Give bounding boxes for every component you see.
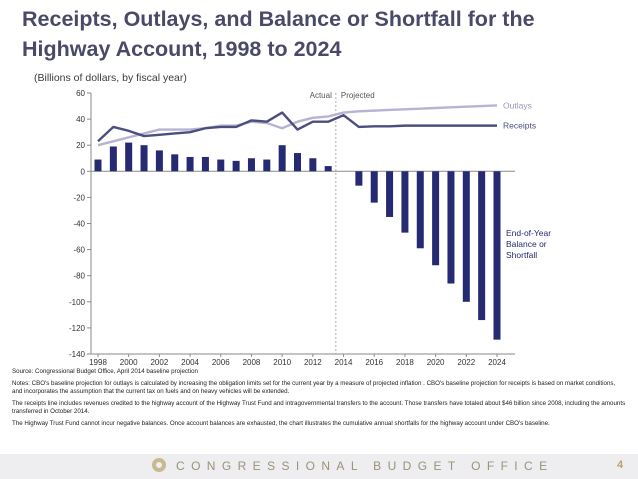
balance-bar-2019 — [416, 171, 424, 249]
x-tick-label: 2000 — [120, 358, 138, 367]
footer-bar — [0, 454, 638, 479]
x-tick-label: 2002 — [150, 358, 168, 367]
balance-bar-2003 — [171, 154, 179, 172]
y-tick-label: 20 — [76, 141, 85, 150]
balance-bar-2006 — [217, 159, 225, 172]
balance-bar-2012 — [309, 158, 317, 172]
y-tick-label: 40 — [76, 115, 85, 124]
x-tick-label: 2024 — [488, 358, 506, 367]
balance-bar-2023 — [478, 171, 486, 321]
x-tick-label: 2012 — [304, 358, 322, 367]
balance-bar-2017 — [386, 171, 394, 217]
balance-bar-2008 — [247, 158, 255, 172]
balance-bar-1999 — [109, 146, 117, 172]
y-tick-label: -20 — [73, 193, 85, 202]
chart-labels: Actual Projected Outlays Receipts End-of-Yea… — [310, 91, 552, 260]
actual-label: Actual — [310, 91, 332, 100]
chart-subtitle: (Billions of dollars, by fiscal year) — [34, 72, 187, 84]
balance-series-label-line: Shortfall — [506, 250, 537, 260]
x-tick-label: 1998 — [89, 358, 107, 367]
cbo-logo-icon — [152, 458, 166, 472]
balance-bar-2022 — [462, 171, 470, 302]
x-tick-label: 2008 — [243, 358, 261, 367]
y-tick-label: -80 — [73, 272, 85, 281]
x-tick-label: 2004 — [181, 358, 199, 367]
page-number: 4 — [617, 459, 624, 471]
balance-bar-2024 — [493, 171, 501, 340]
source-note: Source: Congressional Budget Office, Apr… — [12, 368, 198, 375]
y-tick-label: -40 — [73, 220, 85, 229]
balance-bar-2020 — [432, 171, 440, 266]
x-tick-label: 2020 — [427, 358, 445, 367]
note-2: The receipts line includes revenues cred… — [12, 400, 626, 416]
balance-bar-2001 — [140, 145, 148, 172]
balance-series-label-line: End-of-Year — [506, 228, 551, 238]
x-tick-label: 2006 — [212, 358, 230, 367]
balance-series-label-line: Balance or — [506, 239, 547, 249]
balance-bar-2015 — [355, 171, 363, 186]
balance-bar-2011 — [294, 153, 301, 172]
y-tick-label: -60 — [73, 246, 85, 255]
x-tick-label: 2018 — [396, 358, 414, 367]
balance-bar-2021 — [447, 171, 455, 284]
note-1: Notes: CBO's baseline projection for out… — [12, 379, 616, 396]
outlays-line — [97, 104, 498, 147]
balance-bar-2016 — [370, 171, 378, 203]
note-3: The Highway Trust Fund cannot incur nega… — [12, 420, 550, 428]
x-tick-label: 2014 — [335, 358, 353, 367]
balance-bar-2007 — [232, 160, 240, 172]
balance-bar-2005 — [201, 156, 209, 172]
notes-block: Source: Congressional Budget Office, Apr… — [12, 368, 627, 432]
y-tick-label: -120 — [69, 324, 86, 333]
balance-bars — [94, 142, 501, 340]
balance-bar-2018 — [401, 171, 409, 233]
balance-bar-2002 — [155, 150, 163, 172]
x-tick-label: 2016 — [365, 358, 383, 367]
balance-bar-2010 — [278, 145, 286, 172]
y-tick-label: -100 — [69, 298, 86, 307]
footer-org-name: CONGRESSIONAL BUDGET OFFICE — [176, 459, 554, 473]
balance-bar-1998 — [94, 159, 102, 172]
x-tick-label: 2010 — [273, 358, 291, 367]
outlays-series-label: Outlays — [503, 100, 532, 110]
x-tick-label: 2022 — [457, 358, 475, 367]
balance-bar-2013 — [324, 166, 332, 172]
y-tick-label: 0 — [81, 167, 86, 176]
series-lines — [97, 104, 498, 147]
projected-label: Projected — [341, 91, 375, 100]
receipts-line — [97, 111, 497, 143]
balance-bar-2004 — [186, 156, 194, 172]
receipts-series-label: Receipts — [503, 121, 536, 131]
y-tick-label: -140 — [69, 350, 86, 359]
page-title: Receipts, Outlays, and Balance or Shortf… — [22, 7, 535, 61]
balance-bar-2009 — [263, 159, 271, 172]
y-tick-label: 60 — [76, 89, 85, 98]
balance-bar-2000 — [125, 142, 133, 172]
